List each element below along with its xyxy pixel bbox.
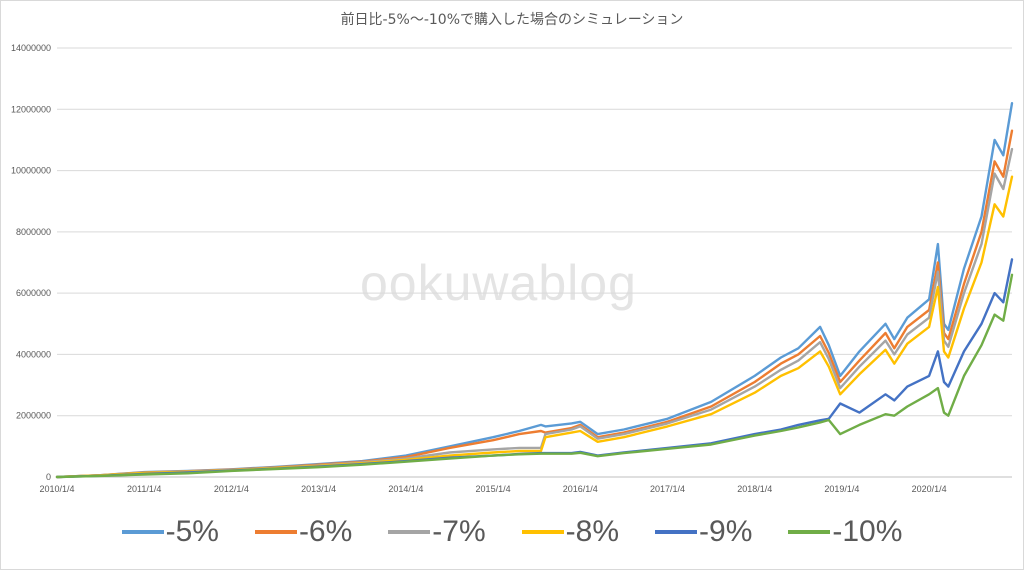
legend-label: -7% [432,515,486,548]
legend-label: -5% [165,515,219,548]
legend-item: -5% [121,515,219,549]
legend-swatch [254,530,297,534]
legend-label: -10% [832,515,903,548]
x-tick-label: 2010/1/4 [39,484,74,494]
x-tick-label: 2013/1/4 [301,484,336,494]
series-line-minus6pct [55,129,1014,479]
legend-item: -7% [388,515,486,549]
y-tick-label: 0 [46,472,51,482]
legend-swatch [521,530,564,534]
legend-item: -6% [254,515,353,549]
y-tick-label: 14000000 [11,43,51,53]
y-tick-label: 4000000 [16,349,51,359]
series-line-minus9pct [55,258,1014,479]
x-tick-label: 2020/1/4 [912,484,947,494]
x-tick-label: 2012/1/4 [214,484,249,494]
x-tick-label: 2016/1/4 [563,484,598,494]
x-tick-label: 2019/1/4 [824,484,859,494]
series-line-minus10pct [55,273,1014,479]
x-tick-label: 2014/1/4 [388,484,423,494]
y-tick-label: 6000000 [16,288,51,298]
legend-swatch [788,530,831,534]
y-tick-label: 12000000 [11,104,51,114]
watermark-text: ookuwablog [360,255,637,311]
y-tick-label: 2000000 [16,411,51,421]
legend-item: -8% [521,515,620,549]
legend-swatch [388,530,431,534]
x-tick-label: 2011/1/4 [127,484,161,494]
x-tick-label: 2018/1/4 [737,484,772,494]
legend-label: -8% [565,515,620,548]
chart-title: 前日比-5%～-10%で購入した場合のシミュレーション [340,12,684,28]
legend-item: -10% [788,515,902,549]
x-tick-label: 2015/1/4 [476,484,511,494]
chart-legend: -5% -6% -7% -8% -9% -10% [0,515,1024,549]
legend-swatch [121,530,164,534]
x-tick-label: 2017/1/4 [650,484,685,494]
legend-item: -9% [655,515,752,549]
y-tick-label: 8000000 [16,227,51,237]
legend-swatch [655,530,698,534]
y-tick-label: 10000000 [11,166,51,176]
legend-label: -9% [699,515,753,548]
legend-label: -6% [298,515,353,548]
